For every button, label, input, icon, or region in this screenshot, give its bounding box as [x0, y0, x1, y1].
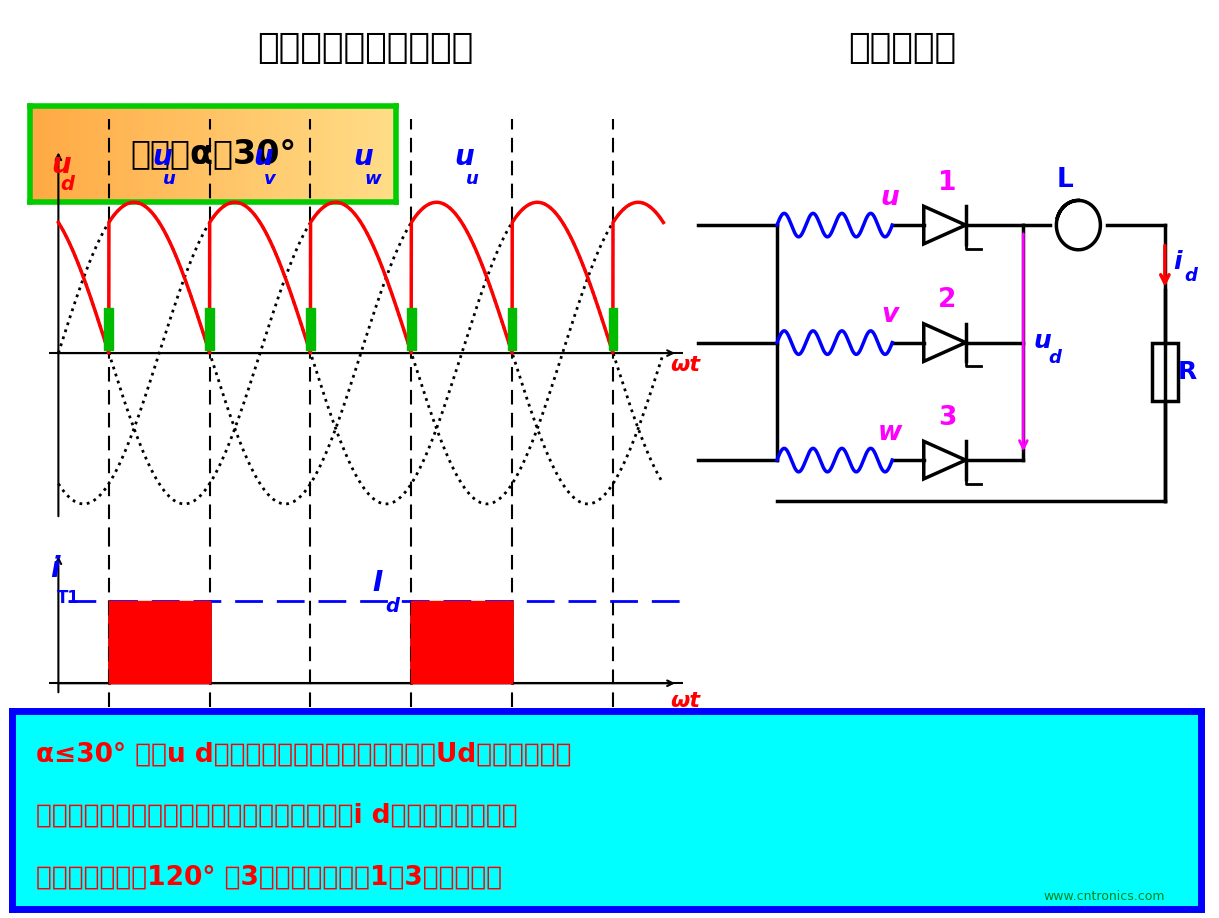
Bar: [306, 308, 315, 350]
Text: u: u: [466, 170, 478, 188]
Text: d: d: [385, 598, 399, 617]
Text: u: u: [1034, 330, 1052, 353]
Bar: [407, 308, 416, 350]
Text: u: u: [51, 151, 71, 179]
Bar: [608, 308, 617, 350]
Text: w: w: [364, 170, 382, 188]
Text: 晶闸管导通角为120° ，3个晶闸管各负抅1／3的负载电流: 晶闸管导通角为120° ，3个晶闸管各负抅1／3的负载电流: [37, 864, 502, 890]
Text: 3: 3: [939, 405, 957, 431]
Text: u: u: [880, 185, 900, 210]
Bar: [108, 600, 210, 683]
Text: v: v: [881, 302, 898, 328]
Text: 2: 2: [939, 287, 957, 313]
Text: T1: T1: [56, 589, 79, 607]
Text: ωt: ωt: [670, 355, 701, 375]
Text: w: w: [878, 420, 902, 445]
Text: d: d: [1048, 349, 1062, 367]
Bar: [411, 600, 512, 683]
Text: I: I: [373, 569, 383, 598]
Text: d: d: [1185, 267, 1198, 285]
Text: 三相半波可控整流电路: 三相半波可控整流电路: [257, 31, 474, 65]
Text: d: d: [61, 174, 74, 194]
Text: u: u: [152, 142, 172, 171]
Text: www.cntronics.com: www.cntronics.com: [1043, 890, 1165, 903]
Text: u: u: [455, 142, 474, 171]
Text: L: L: [1057, 167, 1074, 193]
Text: 阵性负载一样；当电感足够大时，可近似认为i d波形为平直波形，: 阵性负载一样；当电感足够大时，可近似认为i d波形为平直波形，: [37, 803, 518, 829]
Text: u: u: [252, 142, 273, 171]
Text: v: v: [263, 170, 275, 188]
Bar: [205, 308, 215, 350]
Text: α≤30° 时，u d波形与纯电阵性负载波形一样，Ud计算式和纯电: α≤30° 时，u d波形与纯电阵性负载波形一样，Ud计算式和纯电: [37, 742, 572, 767]
Text: 控制角α＝30°: 控制角α＝30°: [130, 138, 296, 170]
Bar: [508, 308, 517, 350]
Text: u: u: [354, 142, 373, 171]
Text: i: i: [50, 555, 60, 583]
Text: 电感性负载: 电感性负载: [848, 31, 956, 65]
Bar: [1152, 342, 1178, 401]
Text: R: R: [1178, 360, 1197, 384]
Text: i: i: [1173, 251, 1181, 274]
Bar: [105, 308, 113, 350]
Text: 1: 1: [939, 170, 957, 196]
Text: ωt: ωt: [670, 691, 701, 711]
Text: u: u: [163, 170, 176, 188]
